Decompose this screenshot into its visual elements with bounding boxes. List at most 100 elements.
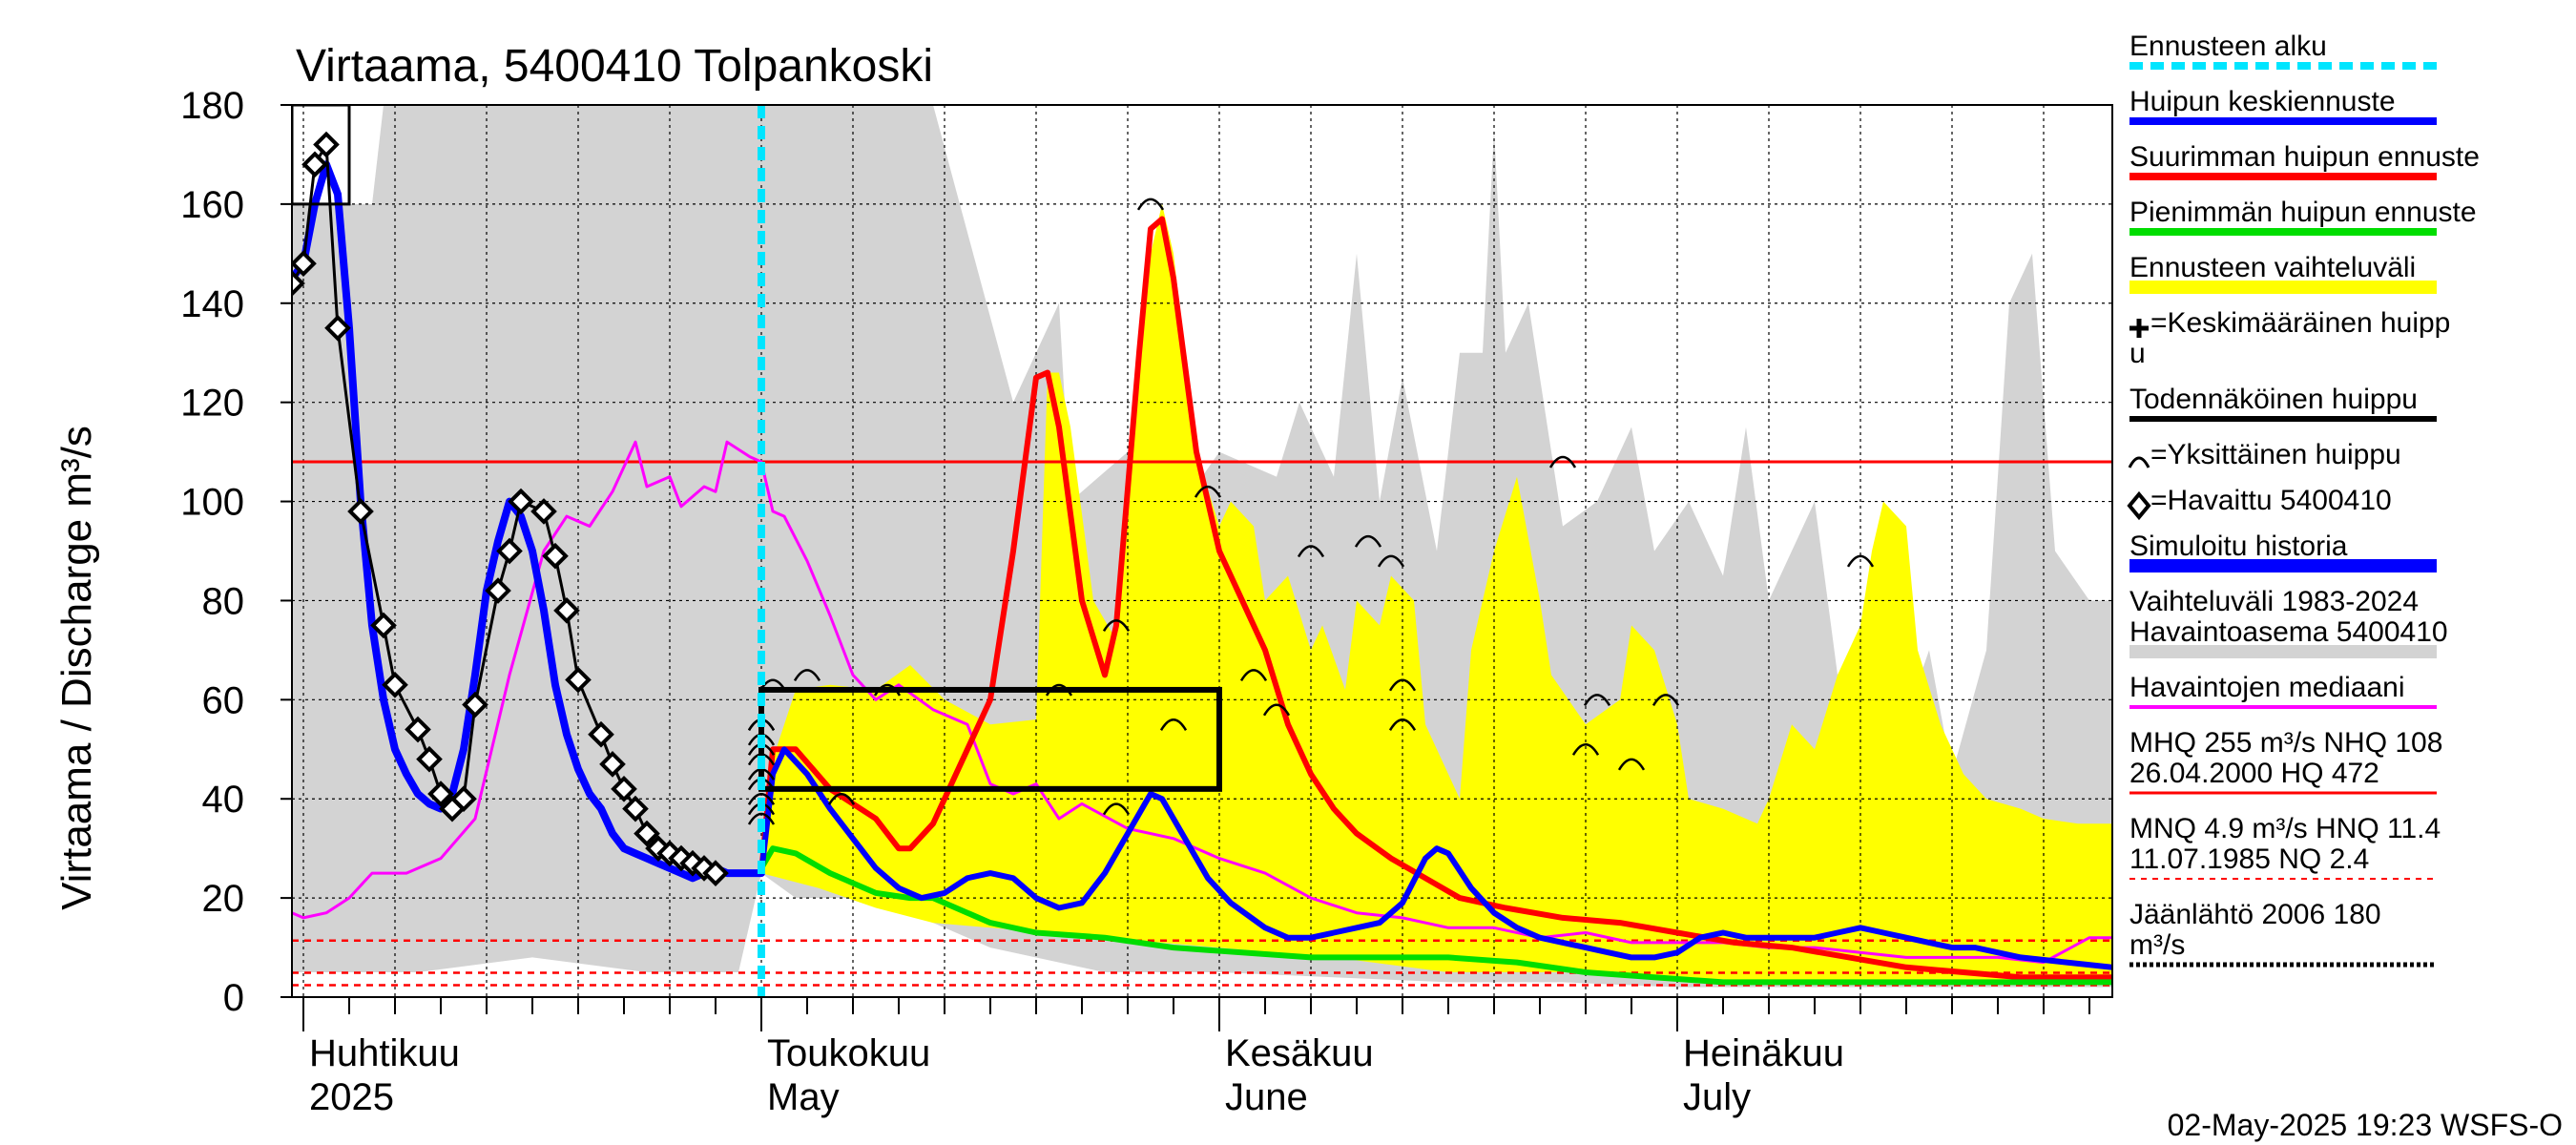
single-peak-marker (1159, 718, 1188, 731)
single-peak-marker (1102, 619, 1131, 633)
y-tick-label: 20 (202, 878, 245, 920)
legend-item-mean_peak: =Keskimääräinen huippu (2129, 307, 2450, 369)
single-peak-marker (1388, 678, 1417, 692)
x-month-label: Huhtikuu (309, 1032, 460, 1074)
legend-text: Suurimman huipun ennuste (2129, 141, 2480, 173)
legend-item-mnq: MNQ 4.9 m³/s HNQ 11.411.07.1985 NQ 2.4 (2129, 813, 2441, 880)
legend-item-simulated_history: Simuloitu historia (2129, 531, 2437, 572)
single-peak-marker (1846, 554, 1875, 568)
single-peak-marker (1388, 718, 1417, 731)
y-tick-label: 120 (180, 383, 244, 425)
legend-text: =Havaittu 5400410 (2150, 485, 2392, 516)
observed-point (611, 776, 637, 802)
chart-title: Virtaama, 5400410 Tolpankoski (296, 41, 933, 92)
observed-point (508, 488, 534, 515)
footer-timestamp: 02-May-2025 19:23 WSFS-O (2168, 1108, 2563, 1142)
legend-text: Simuloitu historia (2129, 531, 2348, 562)
x-month-sublabel: May (767, 1076, 840, 1118)
series-line-mean_peak (758, 746, 2112, 970)
observed-point (301, 151, 328, 178)
observed-point (553, 597, 580, 624)
y-tick-label: 140 (180, 283, 244, 325)
forecast-peak-marker (747, 792, 776, 805)
legend-text: =Yksittäinen huippu (2150, 439, 2401, 470)
x-month-label: Kesäkuu (1225, 1032, 1374, 1074)
x-month-sublabel: 2025 (309, 1076, 394, 1118)
single-peak-marker (1136, 198, 1165, 211)
observed-point (405, 716, 431, 743)
legend-text-line2: 11.07.1985 NQ 2.4 (2129, 843, 2369, 875)
series-line-simulated (292, 160, 765, 883)
x-month-label: Toukokuu (767, 1032, 930, 1074)
observed-point (496, 537, 523, 565)
legend-arc-icon (2128, 456, 2150, 468)
single-peak-marker (1652, 694, 1680, 706)
x-month-sublabel: June (1225, 1076, 1308, 1118)
y-tick-label: 40 (202, 779, 245, 821)
observed-point (416, 745, 443, 773)
x-month-label: Heinäkuu (1683, 1032, 1844, 1074)
legend-item-forecast_range: Ennusteen vaihteluväli (2129, 252, 2437, 294)
y-tick-label: 100 (180, 482, 244, 524)
legend-text: Vaihteluväli 1983-2024 (2129, 586, 2419, 617)
observed-point (462, 691, 488, 718)
legend-text: MHQ 255 m³/s NHQ 108 (2129, 727, 2442, 759)
single-peak-marker (1102, 802, 1131, 816)
observed-point (324, 314, 351, 342)
observed-point (634, 820, 660, 847)
single-peak-marker (793, 669, 821, 682)
single-peak-marker (1262, 703, 1291, 717)
observed-point (702, 860, 729, 886)
legend-text-line2: m³/s (2129, 929, 2185, 961)
legend-text-line2: u (2129, 338, 2146, 369)
legend-text: Todennäköinen huippu (2129, 384, 2418, 415)
observed-point (370, 612, 397, 639)
legend-item-median: Havaintojen mediaani (2129, 672, 2437, 709)
single-peak-marker (1354, 534, 1382, 548)
observed-point (450, 785, 477, 813)
observed-point (382, 671, 408, 698)
legend-text: Ennusteen vaihteluväli (2129, 252, 2416, 283)
y-tick-label: 0 (223, 977, 244, 1019)
observed-point (313, 131, 340, 158)
single-peak-marker (1239, 669, 1268, 682)
legend-text-line2: 26.04.2000 HQ 472 (2129, 758, 2379, 789)
observed-max-box (292, 105, 351, 206)
observed-point (485, 577, 511, 604)
legend-text: MNQ 4.9 m³/s HNQ 11.4 (2129, 813, 2441, 844)
plot-frame (291, 104, 2113, 998)
x-month-sublabel: July (1683, 1076, 1751, 1118)
legend-item-forecast_start: Ennusteen alku (2129, 31, 2437, 70)
observed-point (588, 720, 614, 748)
observed-point (542, 542, 569, 570)
legend: Ennusteen alku Huipun keskiennuste Suurimm… (2127, 31, 2480, 968)
observed-point (530, 498, 557, 525)
legend-text: Havaintojen mediaani (2129, 672, 2405, 703)
observed-point (292, 250, 317, 278)
y-tick-label: 180 (180, 85, 244, 127)
legend-text: Pienimmän huipun ennuste (2129, 197, 2477, 228)
forecast-peak-marker (747, 812, 776, 825)
legend-item-max_peak_forecast: Suurimman huipun ennuste (2129, 141, 2480, 180)
legend-text: Huipun keskiennuste (2129, 86, 2396, 117)
legend-item-probable_peak: Todennäköinen huippu (2129, 384, 2437, 422)
single-peak-marker (1297, 545, 1325, 558)
legend-text-line2: Havaintoasema 5400410 (2129, 616, 2448, 648)
y-axis-label: Virtaama / Discharge m³/s (53, 426, 100, 910)
legend-item-mean_peak_forecast: Huipun keskiennuste (2129, 86, 2437, 125)
legend-diamond-icon (2127, 490, 2151, 521)
single-peak-marker (1548, 455, 1577, 468)
series-line-min_peak (758, 845, 2112, 986)
observed-point (622, 795, 649, 822)
plot-inner (292, 105, 2112, 997)
single-peak-marker (1377, 554, 1405, 568)
legend-item-min_peak_forecast: Pienimmän huipun ennuste (2129, 197, 2477, 236)
y-tick-label: 60 (202, 679, 245, 721)
series-line-max_peak (758, 216, 2112, 981)
legend-text: Ennusteen alku (2129, 31, 2327, 62)
observed-point (427, 781, 454, 807)
single-peak-marker (1571, 743, 1600, 756)
